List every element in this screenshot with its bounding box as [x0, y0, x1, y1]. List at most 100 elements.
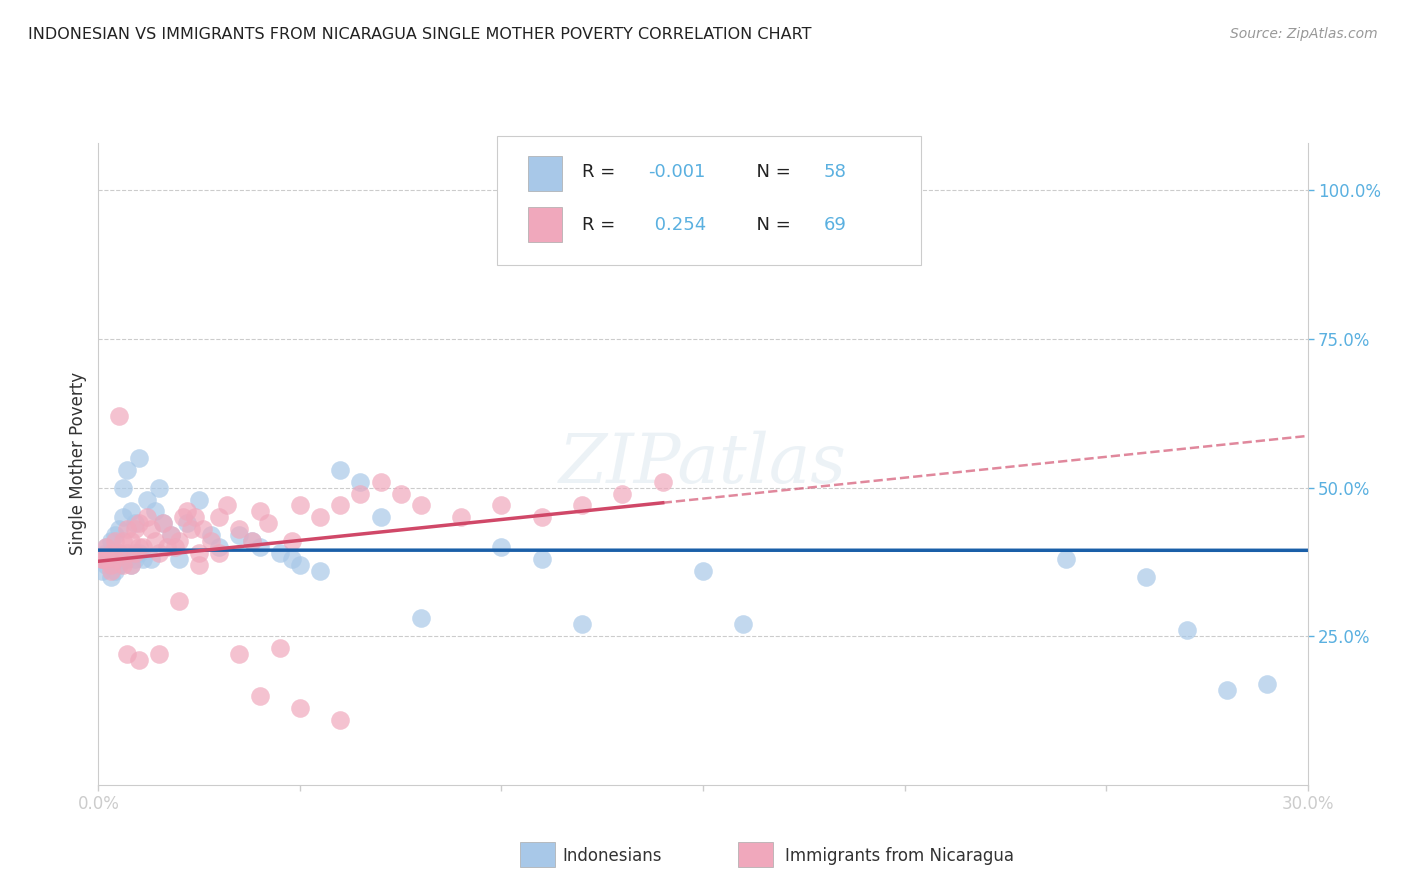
Point [120, 534, 142, 549]
Point [530, 552, 553, 566]
Point [160, 528, 183, 542]
Text: R =: R = [582, 216, 621, 234]
Point [1216, 682, 1239, 697]
Text: Immigrants from Nicaragua: Immigrants from Nicaragua [785, 847, 1014, 865]
Point [152, 516, 174, 531]
Point [249, 689, 271, 703]
Point [124, 546, 146, 560]
Point [329, 499, 352, 513]
Point [100, 552, 122, 566]
Point [128, 540, 150, 554]
Point [115, 546, 138, 560]
Point [107, 522, 129, 536]
Point [329, 713, 352, 727]
Point [1135, 570, 1157, 584]
Point [111, 552, 134, 566]
Point [103, 534, 125, 549]
Point [188, 558, 211, 572]
Point [124, 516, 146, 531]
Text: 69: 69 [824, 216, 846, 234]
Point [167, 593, 190, 607]
Point [128, 546, 150, 560]
Point [96, 546, 118, 560]
Point [96, 540, 118, 554]
Point [249, 504, 271, 518]
Point [115, 522, 138, 536]
Point [240, 534, 263, 549]
Point [128, 653, 150, 667]
Point [107, 409, 129, 424]
FancyBboxPatch shape [527, 155, 561, 191]
Point [96, 558, 118, 572]
Point [281, 552, 304, 566]
Point [100, 570, 122, 584]
Point [491, 540, 513, 554]
Point [148, 546, 170, 560]
Point [281, 534, 304, 549]
Point [103, 528, 125, 542]
Point [1054, 552, 1077, 566]
Point [228, 522, 250, 536]
Point [148, 647, 170, 661]
Point [135, 492, 157, 507]
Point [167, 534, 190, 549]
Point [107, 546, 129, 560]
Point [160, 528, 183, 542]
Text: R =: R = [582, 162, 621, 180]
Point [143, 504, 166, 518]
Point [309, 510, 332, 524]
Point [91, 552, 114, 566]
Text: 0.254: 0.254 [648, 216, 706, 234]
Point [128, 516, 150, 531]
Point [100, 558, 122, 572]
Point [115, 463, 138, 477]
Point [208, 510, 231, 524]
Point [692, 564, 714, 578]
Point [651, 475, 673, 489]
Point [349, 475, 371, 489]
Point [733, 617, 755, 632]
Point [217, 499, 239, 513]
Point [329, 463, 352, 477]
Point [349, 486, 371, 500]
Point [409, 611, 432, 625]
Point [143, 534, 166, 549]
Point [228, 647, 250, 661]
Point [200, 528, 222, 542]
Point [571, 499, 593, 513]
Point [256, 516, 278, 531]
Point [288, 700, 311, 714]
Point [167, 552, 190, 566]
Point [172, 510, 194, 524]
Point [128, 450, 150, 465]
Point [612, 486, 634, 500]
Point [530, 510, 553, 524]
Point [107, 546, 129, 560]
Point [240, 534, 263, 549]
Text: ZIPatlas: ZIPatlas [560, 431, 846, 497]
Point [370, 510, 392, 524]
Point [1256, 677, 1278, 691]
Point [100, 546, 122, 560]
Point [389, 486, 412, 500]
Point [180, 522, 202, 536]
Point [152, 516, 174, 531]
Text: Indonesians: Indonesians [562, 847, 662, 865]
Point [249, 540, 271, 554]
Point [100, 564, 122, 578]
Point [132, 540, 155, 554]
Text: N =: N = [745, 216, 797, 234]
Point [1175, 624, 1198, 638]
Point [309, 564, 332, 578]
Point [111, 510, 134, 524]
FancyBboxPatch shape [527, 207, 561, 243]
Point [103, 552, 125, 566]
Point [111, 558, 134, 572]
Point [571, 617, 593, 632]
Point [228, 528, 250, 542]
Point [124, 522, 146, 536]
Point [163, 540, 186, 554]
Point [139, 522, 162, 536]
Point [176, 516, 198, 531]
Text: INDONESIAN VS IMMIGRANTS FROM NICARAGUA SINGLE MOTHER POVERTY CORRELATION CHART: INDONESIAN VS IMMIGRANTS FROM NICARAGUA … [28, 27, 811, 42]
